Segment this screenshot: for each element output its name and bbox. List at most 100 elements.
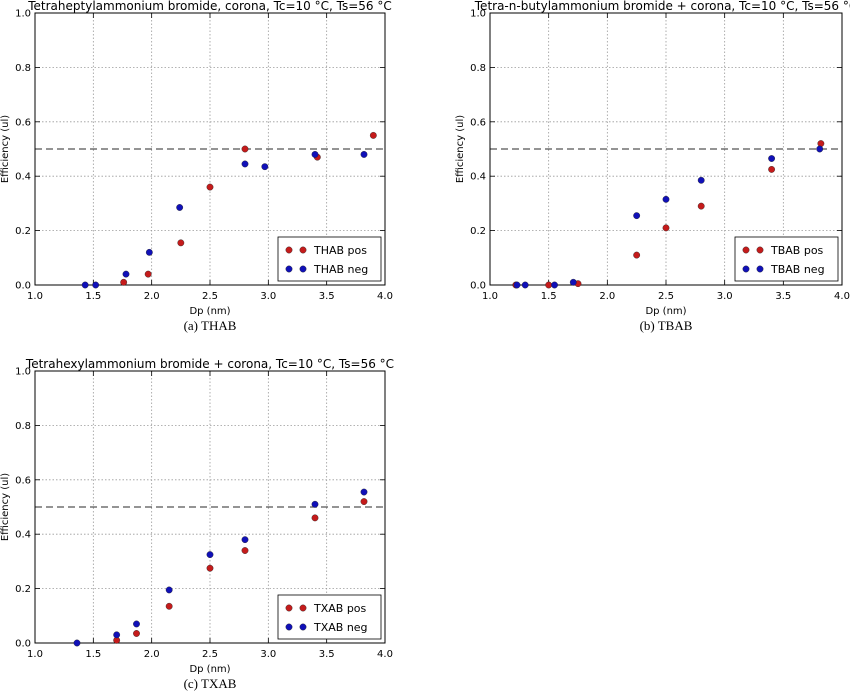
legend-marker: [285, 604, 293, 612]
data-point-txab-neg: [311, 500, 319, 508]
legend-label: TBAB pos: [770, 244, 824, 257]
data-point-tbab-pos: [697, 202, 705, 210]
y-tick-label: 1.0: [15, 9, 31, 20]
data-point-tbab-pos: [545, 281, 553, 289]
data-point-tbab-neg: [569, 278, 577, 286]
data-point-thab-neg: [311, 151, 319, 158]
panel-caption: (c) TXAB: [184, 676, 237, 691]
x-tick-label: 1.0: [27, 291, 43, 302]
x-tick-label: 1.5: [85, 291, 101, 302]
data-point-txab-neg: [73, 639, 81, 647]
plot-frame: [34, 370, 386, 644]
y-tick-label: 0.8: [15, 63, 31, 74]
x-axis-label: Dp (nm): [189, 664, 230, 675]
data-point-txab-neg: [241, 536, 249, 544]
data-point-tbab-neg: [513, 281, 521, 289]
legend-box: [277, 594, 382, 640]
chart-panel-3: 1.0 1.5 2.0 2.5 3.0 3.5 4.00.00.20.40.60.81.0T…: [0, 357, 394, 691]
data-point-tbab-neg: [697, 176, 705, 184]
y-axis-label: Efficiency (ul): [0, 115, 11, 183]
data-point-thab-pos: [206, 183, 214, 191]
legend-marker: [756, 246, 764, 254]
data-point-thab-neg: [176, 204, 184, 211]
data-point-txab-pos: [165, 602, 173, 610]
y-tick-label: 1.0: [470, 9, 486, 20]
data-point-txab-neg: [133, 620, 140, 628]
data-point-txab-neg: [360, 488, 368, 496]
legend-marker: [299, 246, 307, 254]
legend-marker: [299, 265, 307, 273]
legend: TXAB pos TXAB neg: [277, 594, 382, 640]
data-point-thab-neg: [81, 281, 89, 289]
x-tick-label: 3.5: [319, 291, 335, 302]
y-tick-label: 0.0: [470, 281, 486, 292]
legend-marker: [285, 265, 293, 273]
legend: THAB pos THAB neg: [277, 236, 382, 282]
legend-label: TXAB pos: [313, 602, 367, 615]
chart-panel-1: 1.0 1.5 2.0 2.5 3.0 3.5 4.0 0.0 0.2 0.4 0.6 0.8 1.0 T…: [0, 0, 393, 333]
data-point-tbab-neg: [551, 281, 558, 289]
x-tick-label: 2.5: [202, 291, 218, 302]
data-point-txab-neg: [165, 586, 173, 594]
data-point-thab-pos: [120, 278, 128, 286]
data-point-tbab-neg: [768, 155, 775, 162]
y-tick-label: 0.6: [15, 117, 31, 128]
x-tick-label: 4.0: [377, 649, 393, 660]
y-tick-label: 0.6: [15, 475, 31, 486]
data-point-thab-neg: [261, 163, 269, 171]
panel-caption: (a) THAB: [184, 318, 237, 333]
data-point-txab-pos: [360, 498, 368, 505]
x-tick-label: 1.5: [541, 291, 557, 302]
legend: TBAB pos TBAB neg: [734, 236, 839, 282]
data-point-thab-pos: [369, 131, 377, 139]
x-tick-label: 2.5: [658, 291, 674, 302]
x-axis-label: Dp (nm): [189, 306, 230, 317]
panel-caption: (b) TBAB: [640, 318, 693, 333]
legend-marker: [756, 265, 764, 273]
data-point-tbab-neg: [521, 281, 529, 289]
plot-frame: [489, 12, 843, 286]
chart-title: Tetra-n-butylammonium bromide + corona, …: [474, 0, 850, 13]
legend-box: [734, 236, 839, 282]
y-axis-label: Efficiency (ul): [455, 115, 466, 183]
x-tick-label: 3.0: [260, 291, 276, 302]
data-point-txab-neg: [206, 551, 214, 558]
y-tick-label: 0.4: [15, 530, 31, 541]
y-tick-label: 0.8: [470, 63, 486, 74]
chart-panel-2: 1.0 1.5 2.0 2.5 3.0 3.5 4.00.00.20.40.60.81.0T…: [455, 0, 850, 333]
plot-frame: [34, 12, 386, 286]
y-tick-label: 0.6: [470, 117, 486, 128]
y-tick-label: 0.4: [15, 172, 31, 183]
y-tick-label: 0.0: [15, 281, 31, 292]
legend-label: TXAB neg: [313, 621, 368, 634]
data-point-thab-neg: [360, 151, 368, 158]
y-tick-label: 0.0: [15, 639, 31, 650]
data-point-thab-neg: [122, 270, 130, 278]
legend-marker: [285, 246, 293, 254]
data-point-thab-neg: [241, 160, 249, 168]
x-tick-label: 4.0: [834, 291, 850, 302]
data-point-thab-neg: [145, 248, 153, 256]
data-point-tbab-neg: [662, 195, 670, 203]
x-tick-label: 4.0: [377, 291, 393, 302]
legend-label: THAB neg: [313, 263, 368, 276]
x-tick-label: 3.5: [775, 291, 791, 302]
data-point-tbab-neg: [816, 145, 824, 153]
legend-marker: [299, 604, 307, 612]
data-point-txab-pos: [133, 630, 140, 637]
legend-marker: [742, 246, 750, 254]
x-tick-label: 2.0: [144, 291, 160, 302]
x-tick-label: 3.0: [260, 649, 276, 660]
y-tick-label: 0.2: [15, 226, 31, 237]
chart-title: Tetrahexylammonium bromide + corona, Tc=…: [25, 357, 394, 371]
x-tick-label: 3.0: [717, 291, 733, 302]
x-tick-label: 2.0: [144, 649, 160, 660]
data-point-tbab-pos: [662, 224, 670, 232]
y-tick-label: 0.8: [15, 421, 31, 432]
x-axis-label: Dp (nm): [645, 306, 686, 317]
legend-marker: [285, 623, 293, 631]
y-axis-label: Efficiency (ul): [0, 473, 11, 541]
data-point-txab-pos: [241, 547, 249, 554]
data-point-thab-pos: [241, 145, 249, 153]
